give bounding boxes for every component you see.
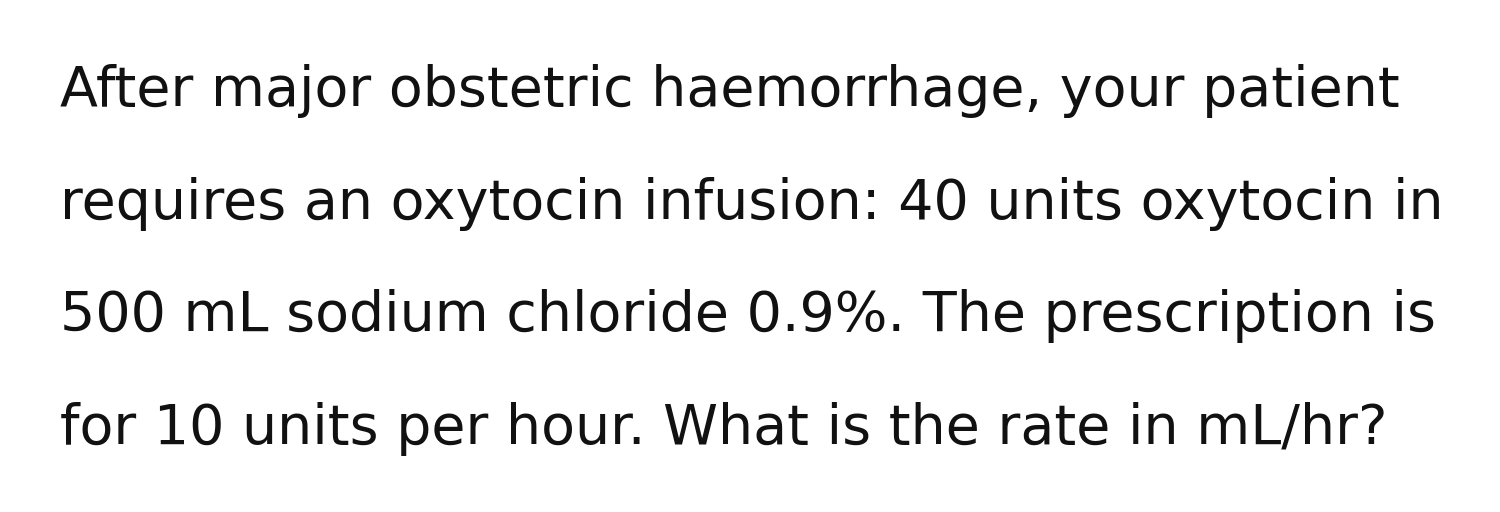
Text: requires an oxytocin infusion: 40 units oxytocin in: requires an oxytocin infusion: 40 units … <box>60 177 1443 230</box>
Text: for 10 units per hour. What is the rate in mL/hr?: for 10 units per hour. What is the rate … <box>60 402 1388 456</box>
Text: After major obstetric haemorrhage, your patient: After major obstetric haemorrhage, your … <box>60 64 1400 118</box>
Text: 500 mL sodium chloride 0.9%. The prescription is: 500 mL sodium chloride 0.9%. The prescri… <box>60 289 1436 343</box>
